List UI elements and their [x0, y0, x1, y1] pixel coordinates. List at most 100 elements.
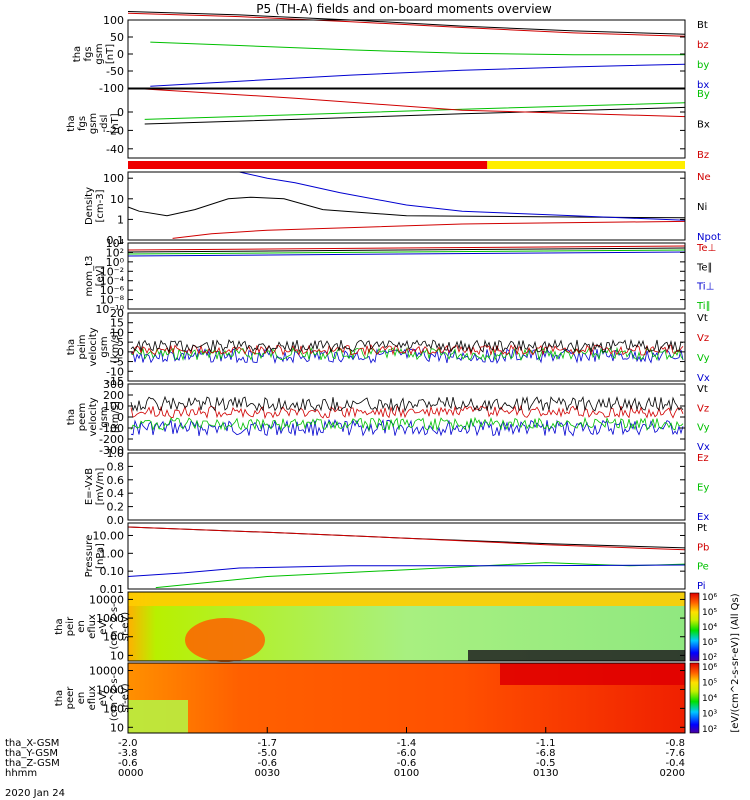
x-axis-row-label: tha_X-GSM [5, 738, 59, 749]
x-axis-row-label: tha_Z-GSM [5, 758, 60, 769]
x-tick-label: -0.5 [536, 758, 556, 769]
y-tick-label: 0 [117, 346, 124, 359]
mode-bar-segment [128, 161, 488, 169]
y-axis-label: peir [65, 616, 76, 636]
y-axis-label: fgs [83, 46, 94, 61]
y-axis-label: gsm [99, 336, 110, 357]
series-line-Bz [144, 88, 686, 118]
legend-entry: Ti∥ [696, 301, 711, 312]
legend-entry: Vy [697, 423, 710, 434]
x-axis: tha_X-GSM -2.0 -1.7 -1.4 -1.1 -0.8 tha_Y-GSM -3… [5, 727, 686, 779]
y-axis-label: gsm [99, 406, 110, 427]
y-tick-label: 10000 [89, 593, 124, 606]
y-axis-label: velocity [88, 327, 99, 366]
y-tick-label: 100 [103, 400, 124, 413]
colorbar-tick-label: 10² [702, 725, 717, 735]
y-tick-label: -200 [99, 433, 124, 446]
x-axis-row-label: hhmm [5, 768, 37, 779]
legend-entry: Te∥ [696, 262, 713, 273]
y-tick-label: -100 [99, 82, 124, 95]
y-tick-label: 10⁻⁸ [100, 294, 125, 307]
x-tick-label: 0000 [118, 768, 143, 779]
colorbar-top [689, 592, 700, 662]
legend-entry: Pt [697, 523, 707, 534]
y-tick-label: 0.10 [100, 565, 125, 578]
series-line-Npot [239, 171, 686, 221]
series-line-Pi [127, 564, 686, 577]
y-axis-label: en [76, 620, 87, 633]
temperature-line [127, 247, 686, 253]
x-tick-label: -2.0 [118, 738, 138, 749]
y-tick-label: 0.0 [107, 514, 125, 527]
colorbar-tick-label: 10⁵ [702, 679, 717, 689]
mode-bar-segment [487, 161, 685, 169]
y-axis-label: [mV/m] [95, 468, 106, 506]
x-tick-label: -0.6 [397, 758, 417, 769]
y-axis-label: eV/ [98, 689, 109, 706]
y-tick-label: -300 [99, 444, 124, 457]
y-tick-label: 50 [110, 31, 124, 44]
y-tick-label: 0.8 [107, 460, 125, 473]
legend-entry: Bt [697, 20, 708, 31]
x-tick-label: -1.1 [536, 738, 556, 749]
mode-bar-layer [128, 161, 685, 169]
y-axis-label: gsm [88, 113, 99, 134]
y-axis-label: eV/ [98, 618, 109, 635]
legend-entry: Vx [697, 442, 710, 453]
y-tick-label: 10 [110, 193, 124, 206]
legend-entry: Vx [697, 373, 710, 384]
colorbar-bottom [689, 662, 700, 734]
spectrogram-peir-noise [468, 650, 685, 661]
y-axis-label: tha [66, 409, 77, 425]
y-tick-label: 0.1 [107, 234, 125, 247]
y-tick-label: 10² [106, 246, 124, 259]
velocity-trace [130, 344, 684, 357]
colorbar-tick-label: 10⁵ [702, 608, 717, 618]
y-axis-label: gsm [94, 43, 105, 64]
y-tick-label: 20 [110, 307, 124, 320]
x-tick-label: -1.4 [397, 738, 417, 749]
y-tick-label: 10⁴ [106, 237, 125, 250]
y-tick-label: 0.2 [107, 501, 125, 514]
y-axis-label: sr-eV) [120, 683, 131, 712]
legend-entry: Npot [697, 232, 721, 243]
y-tick-label: 300 [103, 378, 124, 391]
x-tick-label: 0100 [394, 768, 419, 779]
colorbar-tick-label: 10⁶ [702, 663, 717, 673]
legend-entry: Ni [697, 202, 707, 213]
panel-frame [127, 522, 686, 590]
legend-entry: Pe [697, 562, 709, 573]
x-tick-label: -5.0 [257, 748, 277, 759]
x-tick-label: -0.6 [257, 758, 277, 769]
y-axis-label: E=-VxB [84, 468, 95, 505]
x-tick-label: -0.4 [665, 758, 685, 769]
temperature-line [127, 249, 686, 255]
x-tick-label: 0200 [660, 768, 685, 779]
y-axis-label: peim [77, 334, 88, 359]
series-line-Bx [144, 106, 686, 125]
legend-entry: Vz [697, 403, 709, 414]
panel-density: 100 10 1 0.1 Density [cm-3] [84, 171, 686, 247]
y-axis-label: eflux [87, 614, 98, 639]
panel-peir_eflux: 10000 1000 100 10 tha peir en eflux eV/(cm^2-s-s… [54, 591, 686, 662]
x-tick-label: 0030 [255, 768, 280, 779]
y-axis-label: tha [66, 339, 77, 355]
y-tick-label: 10.00 [93, 529, 125, 542]
legend-entry: By [697, 89, 710, 100]
y-axis-label: eflux [87, 686, 98, 711]
legend-entry: Vz [697, 333, 709, 344]
y-tick-label: 0 [117, 106, 124, 119]
y-axis-label: mom_t3 [84, 256, 95, 297]
spectrogram-peir-top [128, 592, 685, 606]
legend-entry: Ex [697, 512, 709, 523]
y-tick-label: -50 [106, 65, 124, 78]
y-tick-label: 10⁻⁴ [100, 275, 125, 288]
series-line-Ni [127, 196, 686, 219]
y-axis-label: sr-eV) [120, 612, 131, 641]
chart-title: P5 (TH-A) fields and on-board moments ov… [256, 2, 552, 16]
legend-entry: Te⊥ [696, 243, 716, 254]
x-tick-label: -6.0 [397, 748, 417, 759]
legend-entry: Vt [697, 313, 708, 324]
y-tick-label: 0.6 [107, 474, 125, 487]
